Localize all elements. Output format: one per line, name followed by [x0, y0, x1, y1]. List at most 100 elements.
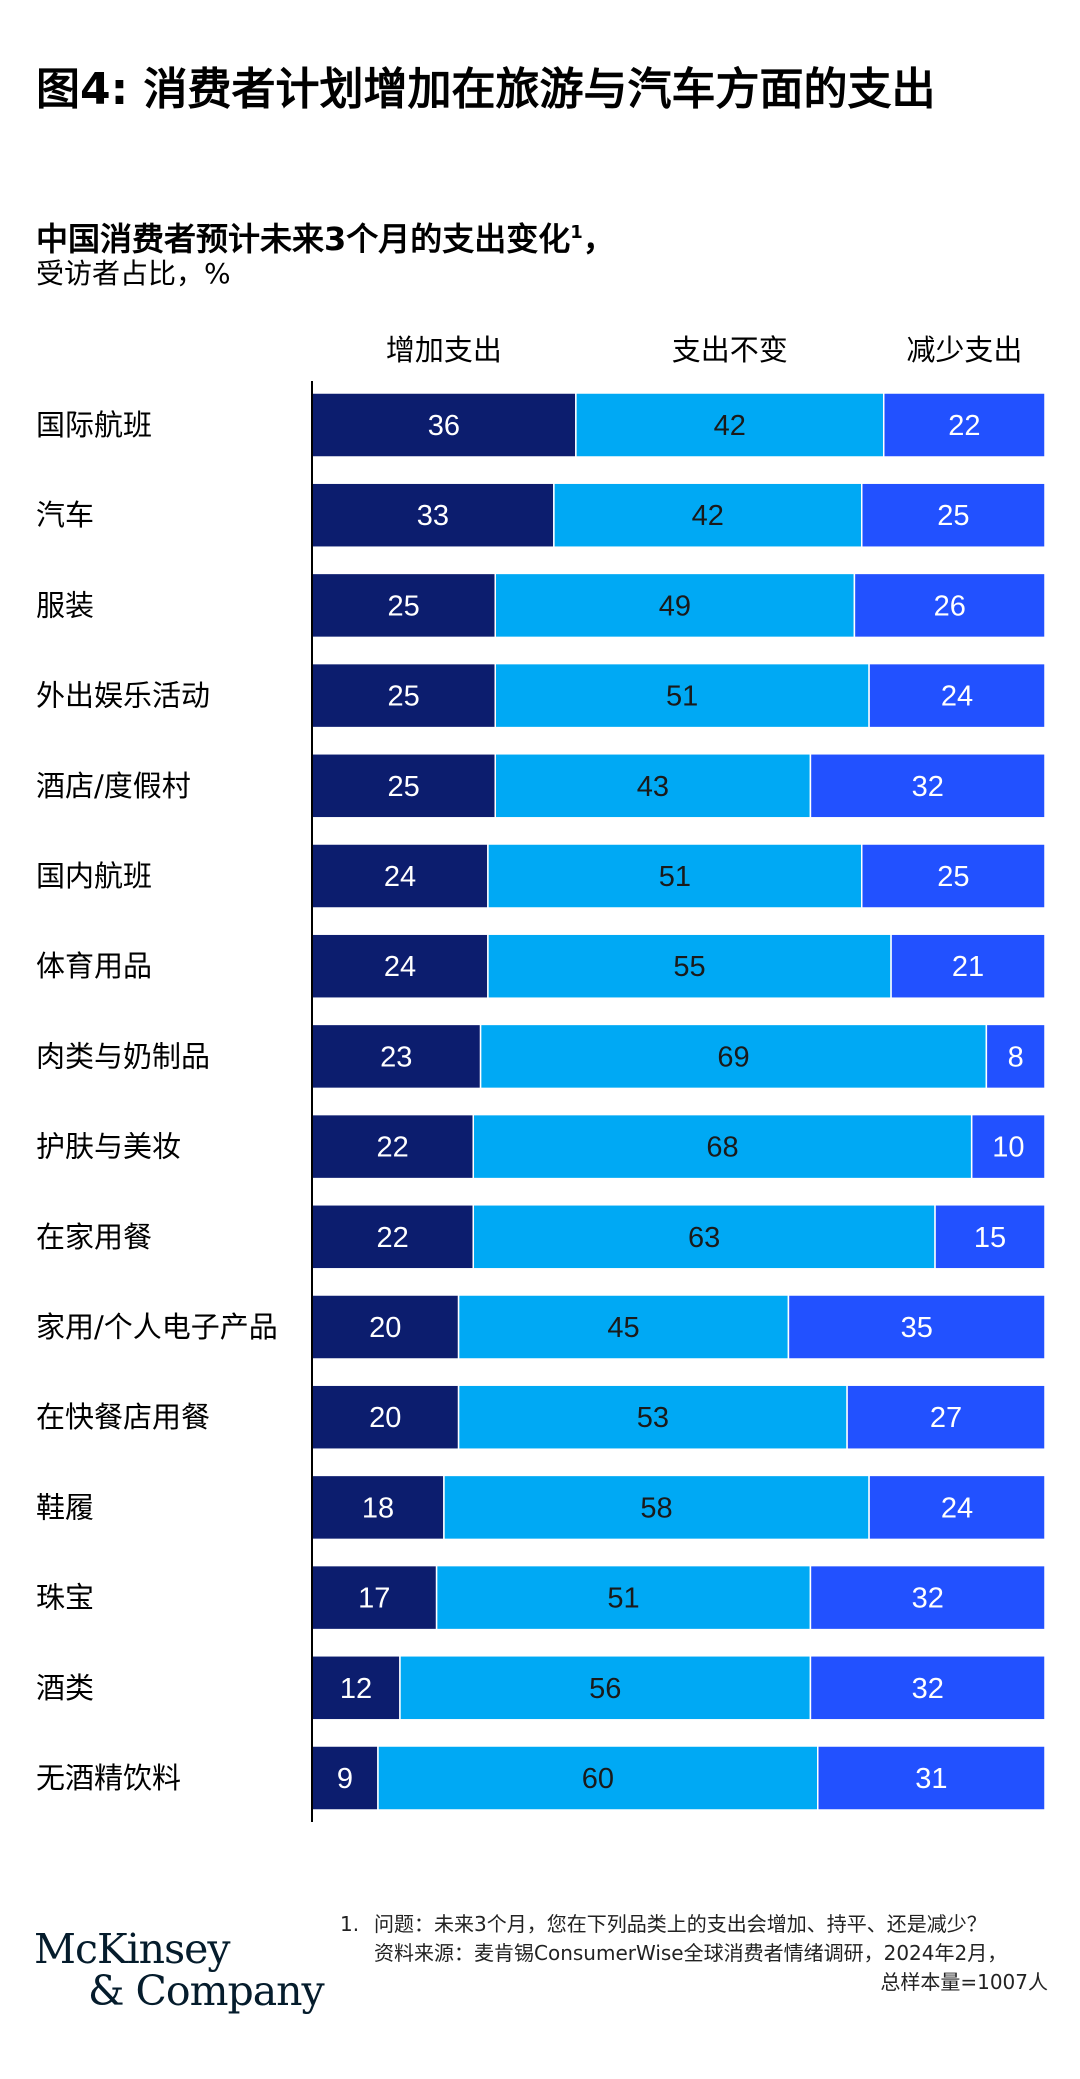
data-label-decrease: 15: [974, 1222, 1006, 1254]
footnote-marker: 1: [570, 222, 583, 243]
bar-row: 汽车 33 42 25: [36, 482, 1046, 548]
data-label-unchanged: 51: [659, 861, 691, 893]
bar-segment-increase: [311, 1655, 401, 1721]
data-label-increase: 9: [337, 1763, 353, 1795]
category-label: 鞋履: [36, 1490, 94, 1524]
data-label-unchanged: 69: [717, 1041, 749, 1073]
data-label-decrease: 27: [930, 1402, 962, 1434]
category-label: 国内航班: [36, 859, 152, 893]
footnote: 1. 问题：未来3个月，您在下列品类上的支出会增加、持平、还是减少？ 资料来源：麦…: [340, 1910, 1048, 1997]
data-label-decrease: 10: [992, 1132, 1024, 1164]
footnote-source: 资料来源：麦肯锡ConsumerWise全球消费者情绪调研，2024年2月，: [374, 1941, 1008, 1965]
logo-line-2: & Company: [88, 1967, 325, 2015]
category-label: 酒类: [36, 1671, 94, 1705]
bar-segment-increase: [311, 1023, 482, 1090]
bar-segment-unchanged: [479, 1023, 988, 1090]
data-label-decrease: 25: [937, 861, 969, 893]
bar-segment-unchanged: [377, 1745, 819, 1811]
category-label: 酒店/度假村: [36, 769, 191, 803]
bar-row: 在快餐店用餐 20 53 27: [36, 1384, 1046, 1450]
data-label-increase: 25: [387, 681, 419, 713]
category-label: 国际航班: [36, 408, 152, 442]
data-label-decrease: 32: [912, 1583, 944, 1615]
data-label-decrease: 22: [948, 410, 980, 442]
bar-segment-increase: [311, 482, 555, 548]
category-label: 家用/个人电子产品: [36, 1310, 278, 1344]
bar-segment-decrease: [817, 1745, 1046, 1811]
data-label-increase: 24: [384, 951, 416, 983]
data-label-increase: 23: [380, 1041, 412, 1073]
data-label-unchanged: 51: [666, 681, 698, 713]
category-label: 珠宝: [36, 1581, 94, 1615]
data-label-decrease: 31: [915, 1763, 947, 1795]
bar-segment-unchanged: [494, 572, 856, 639]
bar-segment-unchanged: [399, 1655, 812, 1721]
bar-segment-decrease: [809, 1655, 1046, 1721]
category-label: 体育用品: [36, 949, 152, 983]
category-label: 无酒精饮料: [36, 1761, 181, 1795]
data-label-unchanged: 42: [692, 500, 724, 532]
bar-row: 护肤与美妆 22 68 10: [36, 1113, 1046, 1180]
data-label-increase: 17: [358, 1583, 390, 1615]
unit-label: 受访者占比，%: [36, 257, 231, 290]
bar-row: 国内航班 24 51 25: [36, 843, 1046, 909]
figure-title: 图4: 消费者计划增加在旅游与汽车方面的支出: [36, 64, 936, 115]
bar-row: 服装 25 49 26: [36, 572, 1046, 639]
bar-segment-decrease: [985, 1023, 1046, 1090]
category-label: 汽车: [36, 498, 94, 532]
bar-segment-decrease: [809, 753, 1046, 819]
data-label-decrease: 25: [937, 500, 969, 532]
data-label-increase: 20: [369, 1312, 401, 1344]
bar-segment-decrease: [787, 1294, 1046, 1360]
bar-row: 珠宝 17 51 32: [36, 1564, 1046, 1631]
bar-row: 鞋履 18 58 24: [36, 1474, 1046, 1541]
bar-segment-unchanged: [553, 482, 863, 548]
category-label: 在快餐店用餐: [36, 1400, 210, 1434]
data-label-unchanged: 51: [607, 1583, 639, 1615]
bar-segment-decrease: [853, 572, 1046, 639]
data-label-decrease: 8: [1008, 1041, 1024, 1073]
bar-segment-decrease: [890, 933, 1046, 999]
category-label: 肉类与奶制品: [36, 1039, 210, 1073]
bar-row: 在家用餐 22 63 15: [36, 1204, 1046, 1270]
data-label-unchanged: 68: [706, 1132, 738, 1164]
bar-row: 国际航班 36 42 22: [36, 392, 1046, 458]
bar-segment-unchanged: [575, 392, 885, 458]
bar-segment-decrease: [809, 1564, 1046, 1631]
data-label-decrease: 21: [952, 951, 984, 983]
data-label-unchanged: 43: [637, 771, 669, 803]
data-label-unchanged: 45: [607, 1312, 639, 1344]
bar-segment-unchanged: [487, 843, 863, 909]
footnote-question-line: 1. 问题：未来3个月，您在下列品类上的支出会增加、持平、还是减少？: [340, 1910, 1048, 1939]
bar-segment-decrease: [861, 482, 1046, 548]
bar-segment-decrease: [882, 392, 1046, 458]
data-label-decrease: 32: [912, 1673, 944, 1705]
data-label-increase: 25: [387, 590, 419, 622]
bar-segment-decrease: [868, 1474, 1046, 1541]
mckinsey-logo: McKinsey & Company: [34, 1925, 325, 2015]
footnote-number: 1.: [340, 1912, 360, 1936]
chart-subtitle: 中国消费者预计未来3个月的支出变化1，: [36, 212, 615, 260]
bar-segment-unchanged: [494, 753, 812, 819]
bar-segment-decrease: [861, 843, 1046, 909]
bar-segment-increase: [311, 392, 577, 458]
data-label-unchanged: 58: [640, 1492, 672, 1524]
data-label-unchanged: 60: [582, 1763, 614, 1795]
category-label: 在家用餐: [36, 1220, 152, 1254]
data-label-increase: 33: [417, 500, 449, 532]
bar-row: 肉类与奶制品 23 69 8: [36, 1023, 1046, 1090]
bar-segment-increase: [311, 572, 496, 639]
bar-segment-decrease: [934, 1204, 1046, 1270]
data-label-increase: 22: [376, 1222, 408, 1254]
legend-label-unchanged: 支出不变: [672, 333, 788, 367]
bar-segment-decrease: [970, 1113, 1046, 1180]
data-label-decrease: 24: [941, 681, 973, 713]
bar-row: 外出娱乐活动 25 51 24: [36, 662, 1046, 729]
logo-line-1: McKinsey: [34, 1925, 231, 1973]
data-label-unchanged: 63: [688, 1222, 720, 1254]
bar-segment-decrease: [868, 662, 1046, 729]
bar-segment-unchanged: [487, 933, 892, 999]
footnote-question: 问题：未来3个月，您在下列品类上的支出会增加、持平、还是减少？: [374, 1912, 987, 1936]
bar-row: 无酒精饮料 9 60 31: [36, 1745, 1046, 1811]
